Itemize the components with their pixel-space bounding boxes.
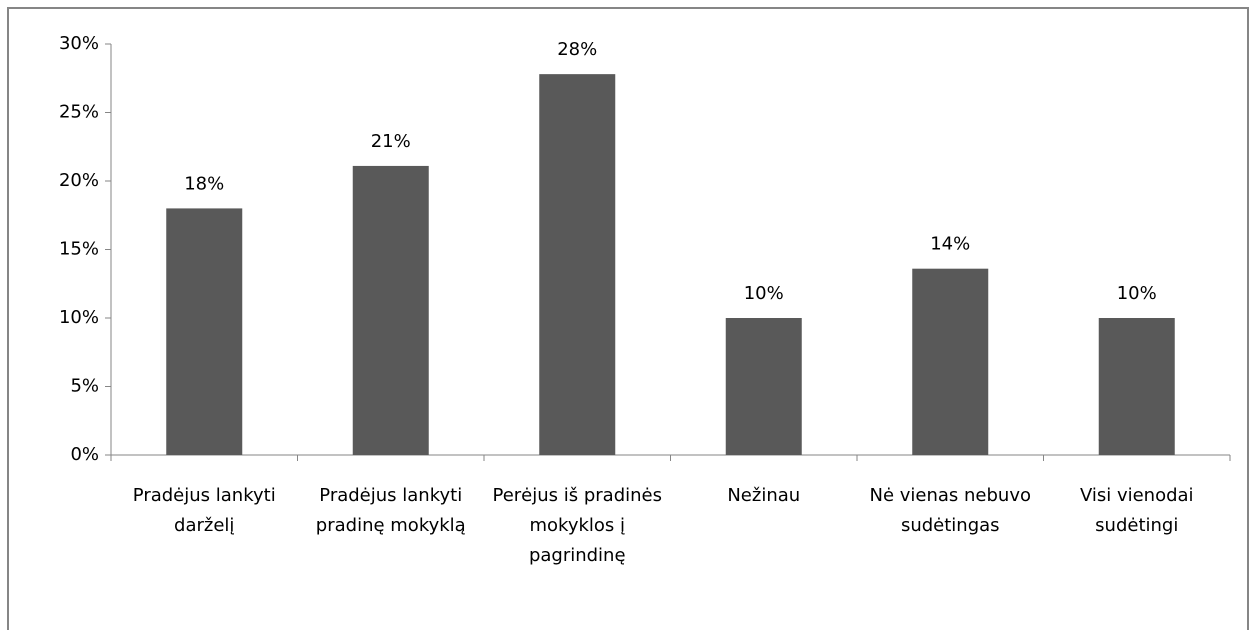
- x-tick-label: Visi vienodai sudėtingi: [1079, 485, 1194, 536]
- bar: [725, 318, 802, 455]
- y-tick-label: 15%: [59, 239, 99, 260]
- y-tick-label: 0%: [70, 444, 99, 465]
- y-tick-label: 25%: [59, 102, 99, 123]
- bar: [352, 165, 429, 455]
- y-tick-label: 20%: [59, 170, 99, 191]
- data-label: 21%: [371, 131, 411, 152]
- bar: [539, 74, 616, 455]
- x-tick-label: Nežinau: [727, 485, 801, 506]
- data-label: 18%: [184, 173, 224, 194]
- y-tick-label: 30%: [59, 33, 99, 54]
- x-tick-label: Pradėjus lankyti darželį: [132, 485, 276, 536]
- y-tick-label: 5%: [70, 376, 99, 397]
- x-tick-label: Nė vienas nebuvo sudėtingas: [869, 485, 1031, 536]
- chart-frame: [7, 7, 1249, 630]
- data-label: 28%: [557, 39, 597, 60]
- bar: [912, 268, 989, 455]
- bar: [1098, 318, 1175, 455]
- bar: [166, 208, 243, 455]
- data-label: 14%: [930, 234, 970, 255]
- x-tick-label: Pradėjus lankyti pradinę mokyklą: [315, 485, 466, 536]
- y-tick-label: 10%: [59, 307, 99, 328]
- x-tick-label: Perėjus iš pradinės mokyklos į pagrindin…: [492, 485, 662, 566]
- data-label: 10%: [1117, 283, 1157, 304]
- data-label: 10%: [744, 283, 784, 304]
